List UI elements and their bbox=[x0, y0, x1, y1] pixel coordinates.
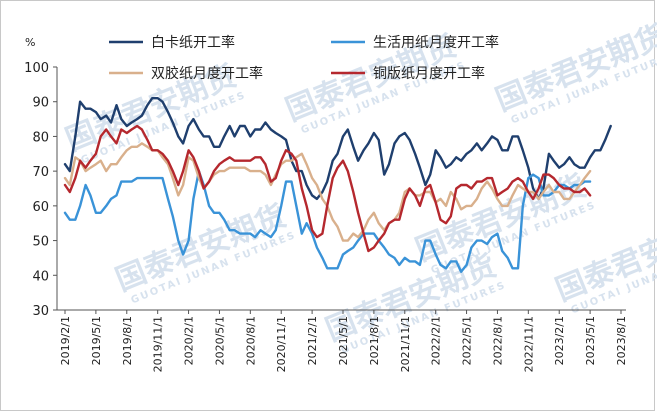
series-line-1 bbox=[63, 97, 612, 201]
x-tick-label: 2019/11/1 bbox=[152, 316, 165, 372]
x-tick-label: 2022/5/1 bbox=[461, 316, 474, 365]
x-tick-label: 2020/2/1 bbox=[183, 316, 196, 365]
series-layer bbox=[63, 97, 612, 273]
legend-label: 铜版纸月度开工率 bbox=[373, 65, 485, 82]
x-tick-label: 2019/8/1 bbox=[121, 316, 134, 365]
y-tick-label: 50 bbox=[32, 235, 49, 250]
legend-label: 白卡纸开工率 bbox=[151, 34, 235, 51]
legend-item-1: 白卡纸开工率 bbox=[109, 34, 235, 51]
x-tick-label: 2021/11/1 bbox=[399, 316, 412, 372]
y-unit-label: % bbox=[25, 36, 35, 49]
x-tick-label: 2023/5/1 bbox=[584, 316, 597, 365]
x-tick-label: 2021/8/1 bbox=[368, 316, 381, 365]
y-tick-label: 90 bbox=[32, 96, 49, 111]
series-line-4 bbox=[63, 124, 592, 253]
x-tick-label: 2023/8/1 bbox=[615, 316, 628, 365]
x-tick-label: 2022/11/1 bbox=[522, 316, 535, 372]
y-axis: 30 40 50 60 70 80 90 100 bbox=[24, 61, 58, 319]
x-tick-label: 2022/8/1 bbox=[491, 316, 504, 365]
legend-item-3: 双胶纸月度开工率 bbox=[109, 65, 263, 82]
y-tick-label: 100 bbox=[24, 61, 49, 76]
x-tick-label: 2021/5/1 bbox=[337, 316, 350, 365]
y-tick-label: 40 bbox=[32, 269, 49, 284]
x-tick-label: 2019/2/1 bbox=[59, 316, 72, 365]
x-tick-label: 2021/2/1 bbox=[306, 316, 319, 365]
legend-label: 双胶纸月度开工率 bbox=[151, 65, 263, 82]
y-tick-label: 60 bbox=[32, 200, 49, 215]
x-tick-label: 2020/11/1 bbox=[275, 316, 288, 372]
series-line-2 bbox=[63, 169, 592, 273]
legend-item-2: 生活用纸月度开工率 bbox=[331, 34, 499, 51]
x-tick-label: 2020/5/1 bbox=[213, 316, 226, 365]
y-tick-label: 70 bbox=[32, 165, 49, 180]
x-tick-label: 2022/2/1 bbox=[430, 316, 443, 365]
x-tick-label: 2019/5/1 bbox=[90, 316, 103, 365]
y-tick-label: 80 bbox=[32, 130, 49, 145]
x-tick-label: 2020/8/1 bbox=[244, 316, 257, 365]
x-axis: 2019/2/1 2019/5/1 2019/8/1 2019/11/1 2020/2/… bbox=[57, 309, 628, 372]
y-tick-label: 30 bbox=[32, 304, 49, 319]
x-tick-label: 2023/2/1 bbox=[553, 316, 566, 365]
legend-label: 生活用纸月度开工率 bbox=[373, 34, 499, 51]
legend-item-4: 铜版纸月度开工率 bbox=[331, 65, 485, 82]
